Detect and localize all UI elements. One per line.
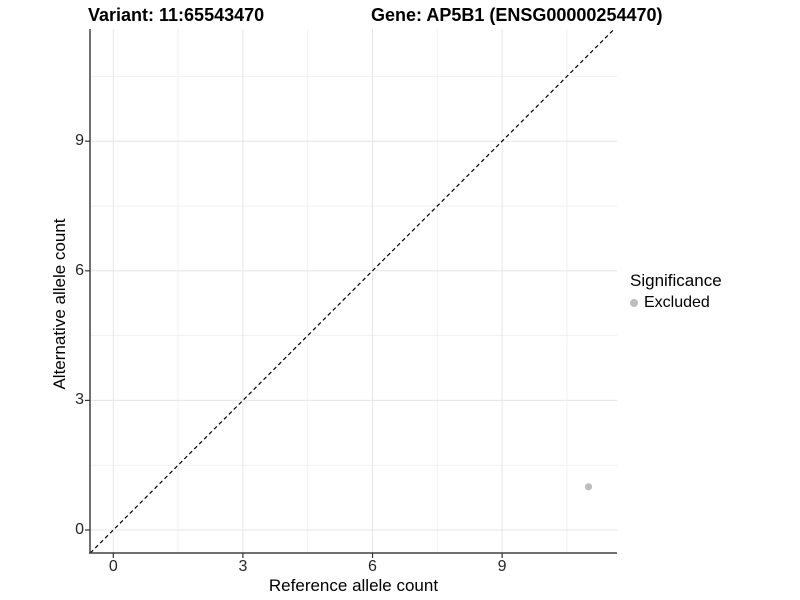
legend-items: Excluded — [630, 293, 722, 312]
gene-title: Gene: AP5B1 (ENSG00000254470) — [371, 5, 663, 25]
y-tick-label: 3 — [75, 391, 84, 409]
x-tick-label: 6 — [368, 558, 377, 575]
x-tick-label: 3 — [238, 558, 248, 575]
legend-key-dot-icon — [630, 298, 638, 307]
x-axis-title: Reference allele count — [268, 576, 439, 595]
legend-item: Excluded — [630, 293, 722, 312]
legend: Significance Excluded — [630, 271, 722, 312]
x-tick-label: 0 — [108, 558, 118, 575]
y-tick-label: 6 — [75, 261, 84, 279]
y-tick-label: 9 — [75, 132, 84, 150]
x-tick-label: 9 — [497, 558, 507, 575]
data-point — [584, 483, 593, 491]
variant-title: Variant: 11:65543470 — [88, 5, 265, 25]
identity-reference-line — [89, 28, 615, 554]
y-tick-label: 0 — [75, 521, 84, 538]
y-axis-title: Alternative allele count — [50, 218, 69, 390]
legend-title: Significance — [630, 271, 722, 290]
legend-item-label: Excluded — [644, 294, 710, 311]
